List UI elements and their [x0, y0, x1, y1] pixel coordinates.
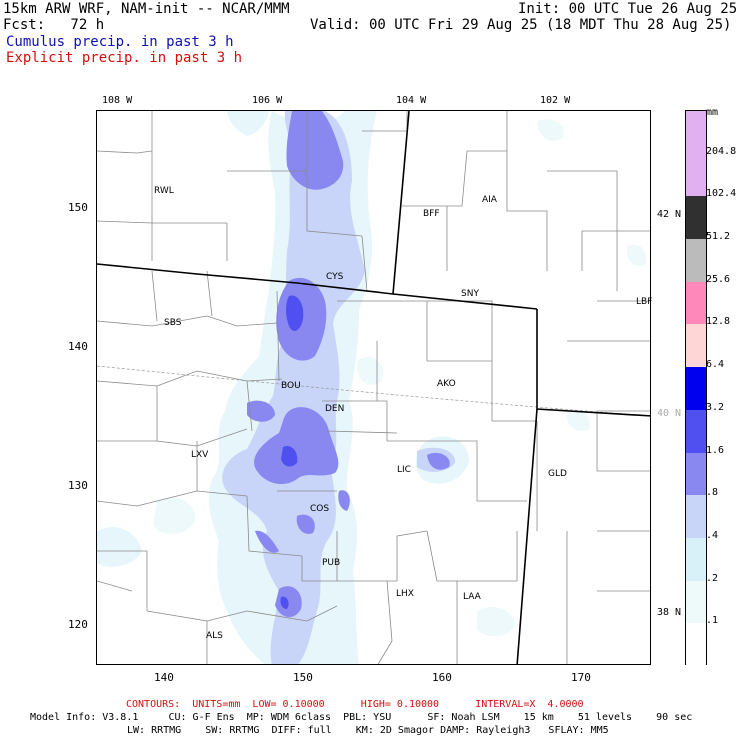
- init-time: Init: 00 UTC Tue 26 Aug 25: [518, 1, 738, 17]
- lon-label-102w: 102 W: [540, 95, 571, 106]
- legend-swatch: [686, 153, 706, 197]
- legend-level-label: .4: [706, 529, 719, 541]
- city-label: LAA: [463, 592, 481, 602]
- city-label: COS: [310, 504, 330, 514]
- valid-time: Valid: 00 UTC Fri 29 Aug 25 (18 MDT Thu …: [310, 17, 732, 33]
- legend-swatch: [686, 495, 706, 539]
- legend-level-label: .2: [706, 572, 719, 584]
- city-label: ALS: [206, 631, 223, 641]
- grid-y-130: 130: [68, 479, 88, 492]
- forecast-hour: Fcst: 72 h: [3, 17, 105, 33]
- map-canvas: [97, 111, 650, 664]
- precip-map: [96, 110, 651, 665]
- lon-label-108w: 108 W: [102, 95, 133, 106]
- city-label: RWL: [154, 186, 174, 196]
- county-boundaries: [97, 111, 650, 664]
- legend-swatch: [686, 196, 706, 240]
- legend-swatch: [686, 409, 706, 453]
- legend-swatch: [686, 324, 706, 368]
- legend-level-label: .1: [706, 615, 719, 627]
- legend-level-label: .8: [706, 487, 719, 499]
- city-label: CYS: [326, 272, 344, 282]
- legend-level-label: 51.2: [706, 231, 731, 243]
- city-label: SNY: [461, 289, 479, 299]
- legend-swatch: [686, 281, 706, 325]
- model-title: 15km ARW WRF, NAM-init -- NCAR/MMM: [3, 1, 290, 17]
- legend-level-label: 204.8: [706, 145, 737, 157]
- model-info-line-2: LW: RRTMG SW: RRTMG DIFF: full KM: 2D Sm…: [127, 725, 609, 736]
- city-label: BOU: [281, 381, 301, 391]
- legend-level-label: 12.8: [706, 316, 731, 328]
- lon-label-106w: 106 W: [252, 95, 283, 106]
- precip-light-shield: [97, 111, 647, 664]
- legend-level-label: 6.4: [706, 359, 725, 371]
- legend-swatch: [686, 367, 706, 411]
- grid-x-170: 170: [571, 671, 591, 684]
- precip-intense-core: [280, 295, 304, 609]
- city-label: GLD: [548, 469, 567, 479]
- legend-swatch: [686, 452, 706, 496]
- grid-y-120: 120: [68, 618, 88, 631]
- legend-swatch: [686, 580, 706, 624]
- city-label: LIC: [397, 465, 411, 475]
- legend-unit: mm: [706, 107, 719, 118]
- legend-level-label: 25.6: [706, 273, 731, 285]
- grid-y-150: 150: [68, 201, 88, 214]
- model-info-line-1: Model Info: V3.8.1 CU: G-F Ens MP: WDM 6…: [30, 712, 693, 723]
- legend-swatch-top: [686, 111, 706, 154]
- field-cumulus-label: Cumulus precip. in past 3 h: [6, 34, 234, 50]
- grid-y-140: 140: [68, 340, 88, 353]
- legend-swatch: [686, 537, 706, 581]
- city-label: AKO: [437, 379, 456, 389]
- city-label: DEN: [325, 404, 345, 414]
- city-label: LBF: [636, 297, 653, 307]
- reference-latitude-line: [97, 365, 650, 417]
- legend-swatch: [686, 623, 706, 667]
- city-label: LXV: [191, 450, 209, 460]
- legend-level-label: 1.6: [706, 444, 725, 456]
- lat-label-42n: 42 N: [657, 209, 682, 220]
- city-label: LHX: [396, 589, 414, 599]
- contour-info: CONTOURS: UNITS=mm LOW= 0.10000 HIGH= 0.…: [126, 699, 584, 710]
- legend-level-label: 102.4: [706, 188, 737, 200]
- city-label: AIA: [482, 195, 497, 205]
- city-label: SBS: [164, 318, 182, 328]
- grid-x-160: 160: [432, 671, 452, 684]
- legend-level-label: 3.2: [706, 401, 725, 413]
- grid-x-150: 150: [293, 671, 313, 684]
- grid-x-140: 140: [154, 671, 174, 684]
- city-label: BFF: [423, 209, 440, 219]
- lon-label-104w: 104 W: [396, 95, 427, 106]
- precip-legend-colorbar: [685, 110, 707, 667]
- city-label: PUB: [322, 558, 341, 568]
- field-explicit-label: Explicit precip. in past 3 h: [6, 50, 243, 66]
- lat-label-40n: 40 N: [657, 408, 682, 419]
- lat-label-38n: 38 N: [657, 607, 682, 618]
- legend-swatch: [686, 239, 706, 283]
- state-boundaries: [97, 111, 650, 664]
